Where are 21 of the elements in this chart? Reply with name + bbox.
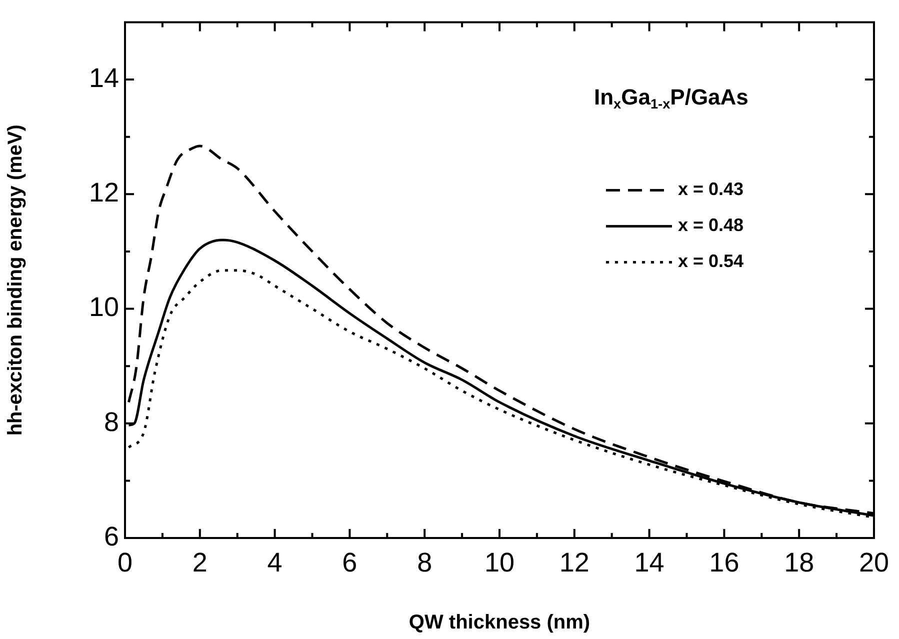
legend-label: x = 0.43 xyxy=(678,179,744,200)
x-tick-label: 14 xyxy=(634,548,664,578)
x-tick-label: 10 xyxy=(484,548,515,578)
y-tick-label: 12 xyxy=(88,178,119,208)
x-tick-label: 4 xyxy=(267,548,282,578)
y-axis-title: hh-exciton binding energy (meV) xyxy=(4,124,27,436)
x-axis-title: QW thickness (nm) xyxy=(408,612,590,634)
x-tick-label: 20 xyxy=(858,548,890,578)
x-tick-label: 12 xyxy=(559,548,590,578)
x-tick-label: 16 xyxy=(709,548,740,578)
x-tick-label: 18 xyxy=(784,548,814,578)
legend-label: x = 0.48 xyxy=(678,215,744,236)
y-tick-label: 14 xyxy=(88,62,119,93)
x-tick-label: 8 xyxy=(417,548,432,578)
y-tick-label: 8 xyxy=(104,406,119,437)
x-tick-label: 0 xyxy=(117,548,133,578)
legend-label: x = 0.54 xyxy=(678,251,744,272)
x-tick-label: 6 xyxy=(342,548,358,578)
x-tick-label: 2 xyxy=(192,548,208,578)
y-tick-label: 10 xyxy=(88,292,119,322)
y-tick-label: 6 xyxy=(104,521,119,552)
